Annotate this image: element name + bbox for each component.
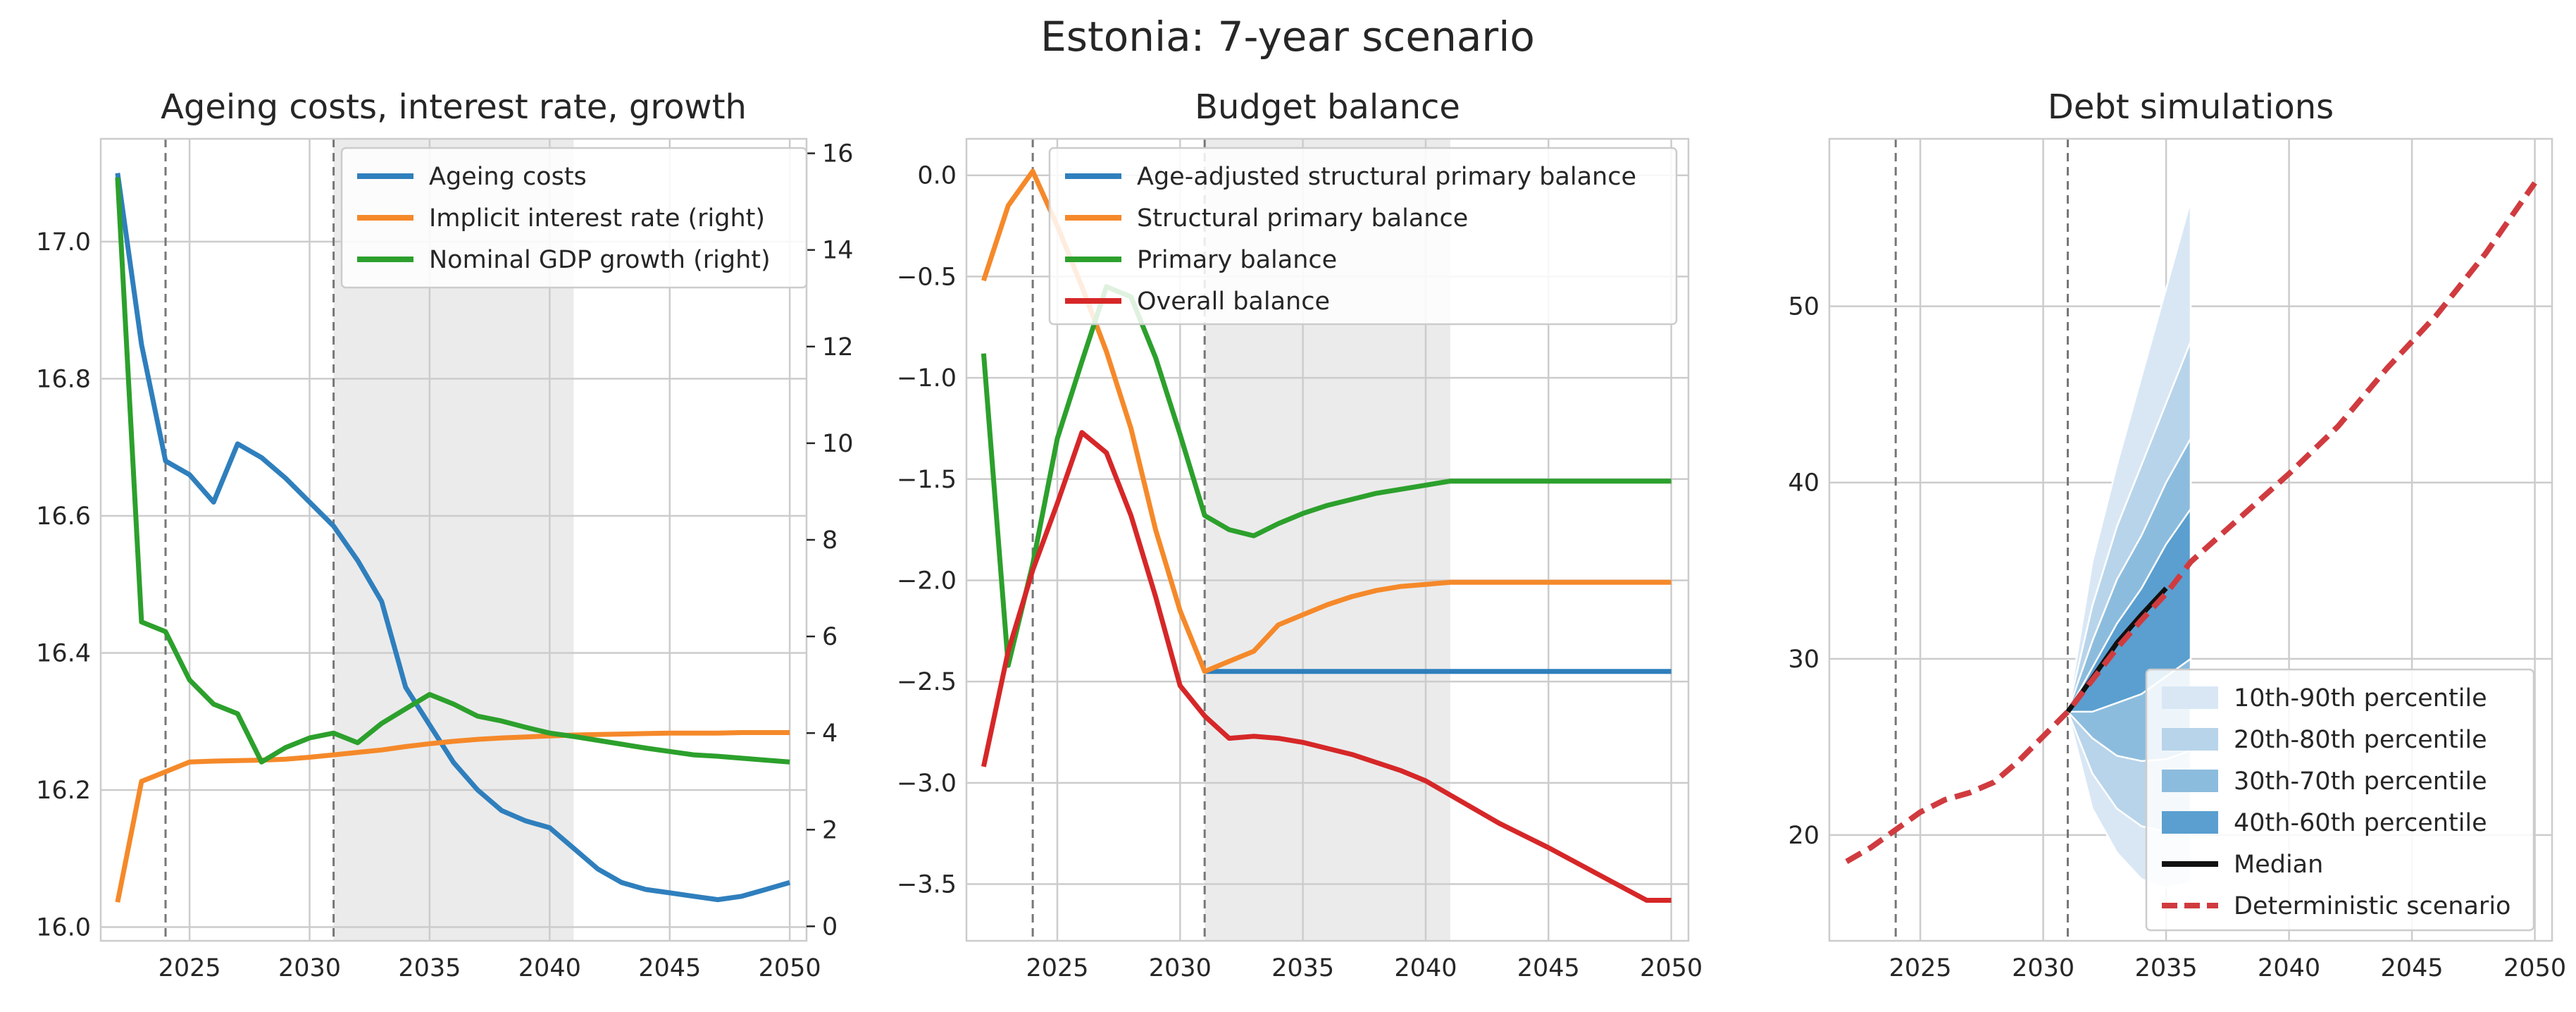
budget-xtick-label-1: 2030 bbox=[1149, 954, 1212, 982]
ageing-xtick-label-0: 2025 bbox=[158, 954, 221, 982]
budget-ytick-label-2: −1.0 bbox=[897, 364, 957, 393]
debt-legend-label-0: 10th-90th percentile bbox=[2234, 684, 2487, 712]
ageing-legend-box bbox=[340, 147, 808, 289]
debt-xtick-label-2: 2035 bbox=[2135, 954, 2198, 982]
budget-ytick-label-3: −1.5 bbox=[897, 466, 957, 494]
ageing-y2tick-label-2: 4 bbox=[822, 720, 838, 748]
debt-axes-frame bbox=[1828, 137, 2553, 942]
ageing-series-1 bbox=[115, 730, 790, 903]
debt-xtick-label-4: 2045 bbox=[2381, 954, 2444, 982]
budget-ytick-label-0: 0.0 bbox=[917, 162, 957, 190]
budget-ytick-label-5: −2.5 bbox=[897, 668, 957, 696]
budget-ytick-label-4: −2.0 bbox=[897, 567, 957, 595]
debt-xtick-label-3: 2040 bbox=[2258, 954, 2320, 982]
budget-xtick-label-0: 2025 bbox=[1026, 954, 1088, 982]
budget-ytick-label-1: −0.5 bbox=[897, 263, 957, 291]
debt-title: Debt simulations bbox=[2048, 87, 2334, 127]
debt-legend-label-2: 30th-70th percentile bbox=[2234, 767, 2487, 796]
ageing-xtick-label-3: 2040 bbox=[518, 954, 581, 982]
ageing-y2tick-label-1: 2 bbox=[822, 816, 838, 844]
ageing-y2tick-label-3: 6 bbox=[822, 623, 838, 651]
ageing-ytick-label-5: 17.0 bbox=[36, 228, 91, 257]
debt-legend-swatch-0 bbox=[2162, 686, 2218, 709]
ageing-series-2 bbox=[115, 177, 790, 765]
ageing-ytick-label-2: 16.4 bbox=[36, 639, 91, 667]
debt-legend-swatch-3 bbox=[2162, 811, 2218, 834]
budget-legend-label-2: Primary balance bbox=[1137, 246, 1337, 274]
budget-series-2 bbox=[981, 284, 1672, 668]
debt-xtick-label-5: 2050 bbox=[2503, 954, 2566, 982]
budget-xtick-label-4: 2045 bbox=[1517, 954, 1580, 982]
ageing-y2tick-label-8: 16 bbox=[822, 140, 854, 168]
fan-band-3 bbox=[2066, 506, 2192, 713]
budget-legend-box bbox=[1048, 147, 1678, 326]
ageing-y2tick-label-5: 10 bbox=[822, 430, 854, 458]
debt-legend-label-4: Median bbox=[2234, 851, 2323, 879]
debt-ytick-label-1: 30 bbox=[1788, 646, 1819, 674]
ageing-y2tick-label-0: 0 bbox=[822, 913, 838, 941]
budget-legend-label-3: Overall balance bbox=[1137, 288, 1330, 316]
ageing-ytick-label-0: 16.0 bbox=[36, 914, 91, 942]
ageing-y2tick-label-4: 8 bbox=[822, 526, 838, 555]
ageing-y2tick-label-7: 14 bbox=[822, 237, 854, 265]
ageing-legend-label-2: Nominal GDP growth (right) bbox=[429, 246, 771, 274]
figure-title: Estonia: 7-year scenario bbox=[1040, 13, 1535, 61]
debt-legend-swatch-1 bbox=[2162, 728, 2218, 751]
debt-xtick-label-1: 2030 bbox=[2012, 954, 2074, 982]
budget-series-3 bbox=[981, 430, 1672, 903]
budget-legend: Age-adjusted structural primary balance S… bbox=[1048, 147, 1678, 326]
budget-ytick-label-6: −3.0 bbox=[897, 770, 957, 798]
debt-legend: 10th-90th percentile 20th-80th percentile… bbox=[2145, 668, 2535, 932]
budget-legend-label-0: Age-adjusted structural primary balance bbox=[1137, 163, 1636, 191]
ageing-ytick-label-3: 16.6 bbox=[36, 502, 91, 531]
ageing-ytick-label-4: 16.8 bbox=[36, 365, 91, 393]
ageing-y2tick-label-6: 12 bbox=[822, 333, 854, 362]
debt-legend-label-1: 20th-80th percentile bbox=[2234, 726, 2487, 754]
debt-legend-label-5: Deterministic scenario bbox=[2234, 892, 2510, 920]
ageing-xtick-label-4: 2045 bbox=[638, 954, 701, 982]
budget-xtick-label-2: 2035 bbox=[1271, 954, 1334, 982]
debt-ytick-label-3: 50 bbox=[1788, 293, 1819, 321]
ageing-xtick-label-2: 2035 bbox=[398, 954, 461, 982]
panel-ageing: Ageing costs, interest rate, growth 2025 2… bbox=[36, 87, 853, 982]
budget-xtick-label-5: 2050 bbox=[1640, 954, 1703, 982]
ageing-legend-label-0: Ageing costs bbox=[429, 163, 587, 191]
ageing-legend-label-1: Implicit interest rate (right) bbox=[429, 204, 765, 233]
debt-legend-swatch-2 bbox=[2162, 770, 2218, 792]
debt-series-1 bbox=[1845, 181, 2537, 864]
budget-title: Budget balance bbox=[1195, 87, 1460, 127]
debt-series-0 bbox=[2065, 586, 2168, 713]
budget-ytick-label-7: −3.5 bbox=[897, 871, 957, 899]
debt-xtick-label-0: 2025 bbox=[1889, 954, 1952, 982]
budget-xtick-label-3: 2040 bbox=[1394, 954, 1457, 982]
ageing-series-0 bbox=[115, 173, 791, 903]
debt-ytick-label-2: 40 bbox=[1788, 469, 1819, 498]
debt-legend-label-3: 40th-60th percentile bbox=[2234, 809, 2487, 837]
debt-ytick-label-0: 20 bbox=[1788, 822, 1819, 850]
ageing-legend: Ageing costs Implicit interest rate (righ… bbox=[340, 147, 808, 289]
panel-budget: Budget balance 2025 2030 2035 2040 2045 2050 0.… bbox=[897, 87, 1703, 982]
ageing-xtick-label-1: 2030 bbox=[278, 954, 341, 982]
ageing-title: Ageing costs, interest rate, growth bbox=[161, 87, 747, 127]
budget-legend-label-1: Structural primary balance bbox=[1137, 204, 1468, 233]
debt-legend-box bbox=[2145, 668, 2535, 932]
budget-axes-frame bbox=[965, 137, 1690, 942]
ageing-ytick-label-1: 16.2 bbox=[36, 777, 91, 805]
ageing-xtick-label-5: 2050 bbox=[759, 954, 821, 982]
